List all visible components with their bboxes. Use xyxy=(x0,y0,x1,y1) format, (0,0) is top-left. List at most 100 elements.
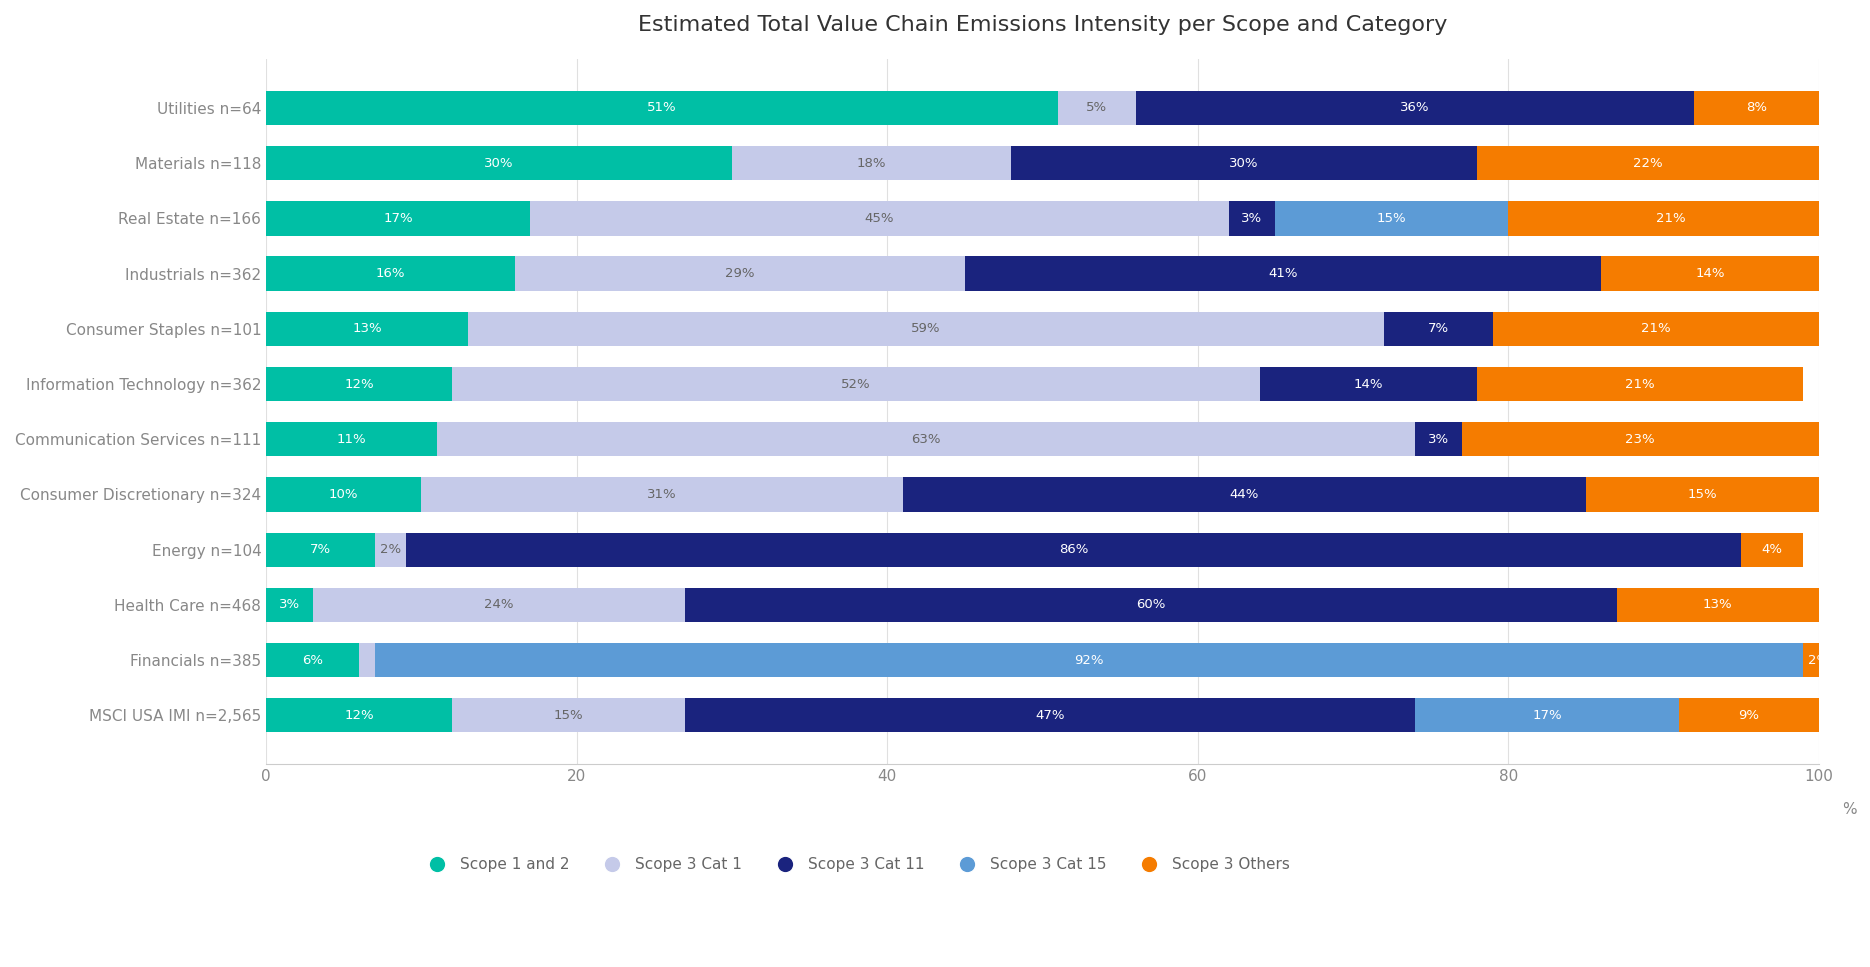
Text: 9%: 9% xyxy=(1739,709,1760,721)
Bar xyxy=(1679,698,1820,732)
Text: 10%: 10% xyxy=(329,488,359,501)
Title: Estimated Total Value Chain Emissions Intensity per Scope and Category: Estimated Total Value Chain Emissions In… xyxy=(638,15,1447,35)
Bar xyxy=(1058,91,1135,125)
Text: 2%: 2% xyxy=(1808,654,1829,666)
Bar xyxy=(965,256,1601,291)
Bar xyxy=(266,643,359,677)
Text: 21%: 21% xyxy=(1625,377,1655,391)
Bar xyxy=(266,423,438,456)
Bar xyxy=(266,311,468,346)
Bar xyxy=(1477,146,1820,180)
Bar xyxy=(406,533,1741,567)
Bar xyxy=(266,588,312,622)
Text: 14%: 14% xyxy=(1696,267,1724,280)
Bar xyxy=(374,533,406,567)
Bar xyxy=(266,478,421,512)
Text: 2%: 2% xyxy=(380,543,400,556)
Text: 15%: 15% xyxy=(1687,488,1717,501)
Bar xyxy=(1384,311,1492,346)
Bar xyxy=(438,423,1416,456)
Bar xyxy=(1492,311,1820,346)
Text: 44%: 44% xyxy=(1229,488,1259,501)
Bar xyxy=(266,533,374,567)
Bar xyxy=(1601,256,1820,291)
Bar xyxy=(684,698,1416,732)
Text: 4%: 4% xyxy=(1762,543,1782,556)
Bar xyxy=(1135,91,1694,125)
Text: 36%: 36% xyxy=(1401,102,1431,114)
Text: 23%: 23% xyxy=(1625,433,1655,446)
Bar xyxy=(1260,366,1477,401)
Text: 47%: 47% xyxy=(1036,709,1064,721)
Bar xyxy=(312,588,684,622)
Text: 12%: 12% xyxy=(344,377,374,391)
Text: 45%: 45% xyxy=(864,212,894,225)
Text: 21%: 21% xyxy=(1657,212,1687,225)
Bar xyxy=(468,311,1384,346)
Bar xyxy=(1477,366,1803,401)
Bar xyxy=(1507,201,1834,236)
Bar xyxy=(1416,423,1462,456)
Text: 15%: 15% xyxy=(554,709,583,721)
Text: 3%: 3% xyxy=(279,599,299,611)
Bar xyxy=(266,698,453,732)
Text: 12%: 12% xyxy=(344,709,374,721)
Text: 21%: 21% xyxy=(1640,322,1670,336)
Bar xyxy=(1694,91,1820,125)
Text: 13%: 13% xyxy=(1704,599,1732,611)
Bar xyxy=(359,643,374,677)
Text: 16%: 16% xyxy=(376,267,406,280)
Bar xyxy=(421,478,903,512)
Text: 51%: 51% xyxy=(647,102,677,114)
Text: 15%: 15% xyxy=(1376,212,1406,225)
Text: 3%: 3% xyxy=(1242,212,1262,225)
Bar xyxy=(266,201,529,236)
Text: 41%: 41% xyxy=(1268,267,1298,280)
Text: %: % xyxy=(1842,802,1857,817)
Bar xyxy=(266,366,453,401)
Bar xyxy=(1012,146,1477,180)
Text: 3%: 3% xyxy=(1427,433,1449,446)
Text: 7%: 7% xyxy=(310,543,331,556)
Bar xyxy=(731,146,1012,180)
Text: 59%: 59% xyxy=(911,322,941,336)
Text: 63%: 63% xyxy=(911,433,941,446)
Text: 52%: 52% xyxy=(842,377,871,391)
Bar xyxy=(453,366,1260,401)
Text: 17%: 17% xyxy=(1532,709,1561,721)
Bar xyxy=(1462,423,1820,456)
Text: 86%: 86% xyxy=(1058,543,1088,556)
Text: 8%: 8% xyxy=(1747,102,1767,114)
Bar xyxy=(266,256,514,291)
Bar xyxy=(266,91,1058,125)
Bar xyxy=(453,698,684,732)
Text: 6%: 6% xyxy=(303,654,324,666)
Legend: Scope 1 and 2, Scope 3 Cat 1, Scope 3 Cat 11, Scope 3 Cat 15, Scope 3 Others: Scope 1 and 2, Scope 3 Cat 1, Scope 3 Ca… xyxy=(415,850,1298,880)
Text: 30%: 30% xyxy=(1229,157,1259,169)
Text: 92%: 92% xyxy=(1073,654,1103,666)
Text: 11%: 11% xyxy=(337,433,367,446)
Bar xyxy=(514,256,965,291)
Bar xyxy=(1741,533,1803,567)
Bar xyxy=(374,643,1803,677)
Bar xyxy=(266,146,731,180)
Bar xyxy=(1618,588,1820,622)
Bar xyxy=(903,478,1586,512)
Bar xyxy=(1275,201,1507,236)
Text: 60%: 60% xyxy=(1137,599,1165,611)
Text: 14%: 14% xyxy=(1354,377,1384,391)
Text: 7%: 7% xyxy=(1427,322,1449,336)
Text: 31%: 31% xyxy=(647,488,677,501)
Text: 30%: 30% xyxy=(484,157,514,169)
Text: 22%: 22% xyxy=(1633,157,1662,169)
Text: 29%: 29% xyxy=(726,267,754,280)
Text: 24%: 24% xyxy=(484,599,514,611)
Bar xyxy=(1803,643,1834,677)
Bar xyxy=(684,588,1618,622)
Text: 5%: 5% xyxy=(1086,102,1107,114)
Bar xyxy=(1229,201,1275,236)
Bar xyxy=(1416,698,1679,732)
Text: 18%: 18% xyxy=(856,157,886,169)
Bar xyxy=(1586,478,1820,512)
Text: 17%: 17% xyxy=(383,212,413,225)
